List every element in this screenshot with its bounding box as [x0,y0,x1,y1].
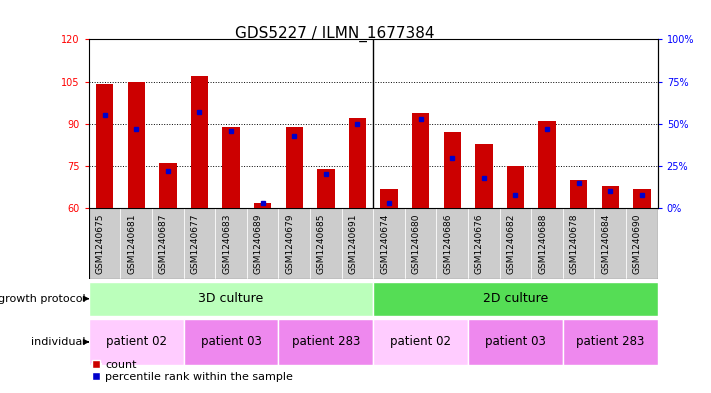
FancyBboxPatch shape [279,319,373,365]
Text: patient 02: patient 02 [390,335,451,349]
Bar [412,112,429,208]
Bar [254,203,272,208]
Bar [570,180,587,208]
Text: GSM1240677: GSM1240677 [191,214,200,274]
Text: GSM1240685: GSM1240685 [317,214,326,274]
Bar [159,163,176,208]
FancyBboxPatch shape [626,208,658,279]
Text: GSM1240681: GSM1240681 [127,214,137,274]
Bar [507,166,524,208]
Legend: count, percentile rank within the sample: count, percentile rank within the sample [87,355,297,386]
FancyBboxPatch shape [279,208,310,279]
Text: GSM1240689: GSM1240689 [254,214,262,274]
Text: GSM1240684: GSM1240684 [602,214,610,274]
FancyBboxPatch shape [89,208,120,279]
FancyBboxPatch shape [120,208,152,279]
FancyBboxPatch shape [89,282,373,316]
FancyBboxPatch shape [89,319,183,365]
Text: GSM1240687: GSM1240687 [159,214,168,274]
Bar [475,143,493,208]
Text: 2D culture: 2D culture [483,292,548,305]
Text: patient 02: patient 02 [106,335,167,349]
FancyBboxPatch shape [373,282,658,316]
Text: GSM1240688: GSM1240688 [538,214,547,274]
Text: GSM1240686: GSM1240686 [443,214,452,274]
FancyBboxPatch shape [183,319,279,365]
Text: 3D culture: 3D culture [198,292,264,305]
Text: patient 283: patient 283 [292,335,360,349]
Text: GSM1240680: GSM1240680 [412,214,421,274]
Bar [349,118,366,208]
FancyBboxPatch shape [531,208,563,279]
Text: GSM1240675: GSM1240675 [96,214,105,274]
FancyBboxPatch shape [500,208,531,279]
FancyBboxPatch shape [373,208,405,279]
Text: GSM1240679: GSM1240679 [285,214,294,274]
FancyBboxPatch shape [563,319,658,365]
FancyBboxPatch shape [437,208,468,279]
Text: GSM1240691: GSM1240691 [348,214,358,274]
Bar [444,132,461,208]
Text: patient 283: patient 283 [576,335,644,349]
FancyBboxPatch shape [594,208,626,279]
Text: GSM1240683: GSM1240683 [222,214,231,274]
Text: growth protocol: growth protocol [0,294,86,304]
Bar [317,169,335,208]
Bar [127,82,145,208]
Text: GSM1240674: GSM1240674 [380,214,389,274]
Bar [96,84,113,208]
Text: patient 03: patient 03 [201,335,262,349]
FancyBboxPatch shape [215,208,247,279]
FancyBboxPatch shape [310,208,342,279]
Bar [191,76,208,208]
Bar [223,127,240,208]
Bar [602,186,619,208]
Text: GSM1240682: GSM1240682 [506,214,515,274]
Text: GSM1240690: GSM1240690 [633,214,642,274]
FancyBboxPatch shape [183,208,215,279]
Text: GDS5227 / ILMN_1677384: GDS5227 / ILMN_1677384 [235,26,434,42]
Bar [380,189,397,208]
FancyBboxPatch shape [373,319,468,365]
Bar [538,121,556,208]
Bar [634,189,651,208]
Text: patient 03: patient 03 [485,335,546,349]
Text: GSM1240676: GSM1240676 [475,214,484,274]
FancyBboxPatch shape [152,208,183,279]
FancyBboxPatch shape [342,208,373,279]
Bar [286,127,303,208]
FancyBboxPatch shape [468,319,563,365]
FancyBboxPatch shape [563,208,594,279]
Text: GSM1240678: GSM1240678 [570,214,579,274]
FancyBboxPatch shape [405,208,437,279]
FancyBboxPatch shape [247,208,279,279]
FancyBboxPatch shape [468,208,500,279]
Text: individual: individual [31,337,86,347]
